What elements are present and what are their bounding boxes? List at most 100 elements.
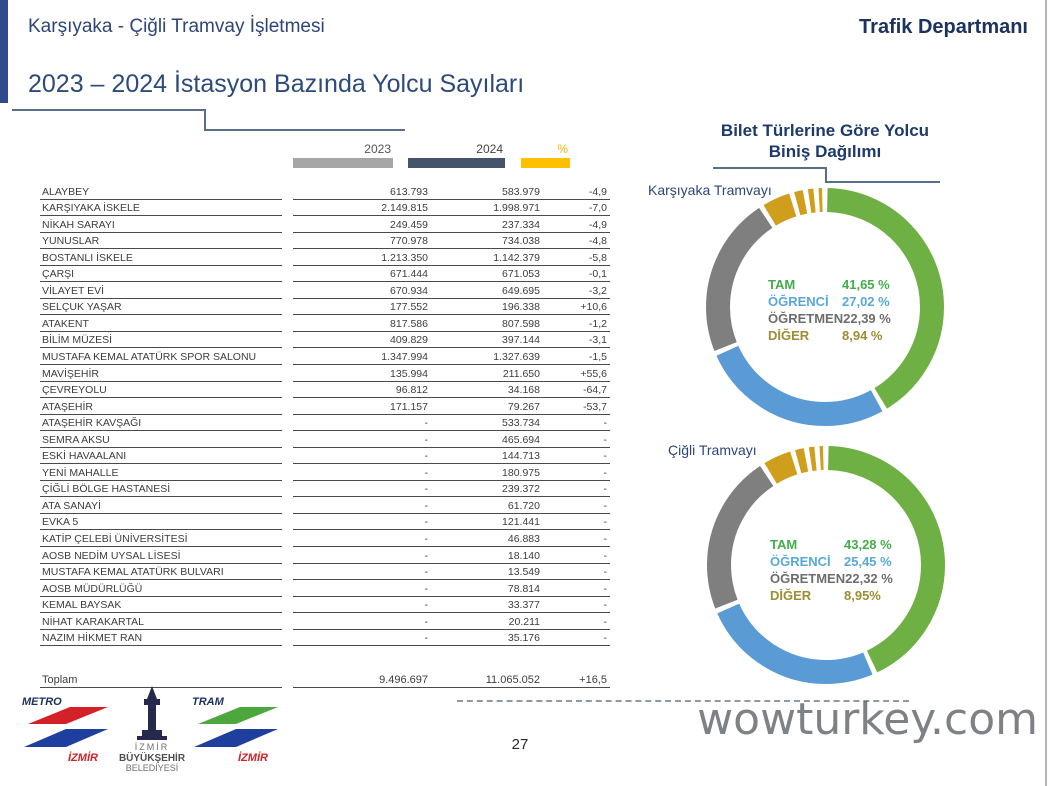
page-number: 27 <box>511 736 529 753</box>
total-pct: +16,5 <box>521 674 610 688</box>
legend-label: ÖĞRENCİ <box>770 554 831 569</box>
station-name: BİLİM MÜZESİ <box>40 334 282 349</box>
total-label: Toplam <box>40 674 282 688</box>
table-row: NAZIM HİKMET RAN -35.176- <box>40 630 610 647</box>
value-2024: 807.598 <box>408 318 545 332</box>
station-name: ATAŞEHİR <box>40 401 282 415</box>
station-name: SEMRA AKSU <box>40 434 282 448</box>
legend-row: DİĞER 8,94 % <box>768 327 891 344</box>
legend-row: ÖĞRETMEN 22,32 % <box>770 570 893 587</box>
donut-chart-cigli <box>707 446 945 684</box>
value-2023: - <box>293 599 433 614</box>
station-name: VİLAYET EVİ <box>40 285 282 299</box>
value-pct: - <box>521 632 610 647</box>
watermark: wowturkey.com <box>697 694 1038 745</box>
table-row: BOSTANLI İSKELE 1.213.350 1.142.379 -5,8 <box>40 249 610 266</box>
value-2023: 249.459 <box>293 219 433 233</box>
clock-tower-icon <box>137 686 167 740</box>
station-name: ESKİ HAVAALANI <box>40 450 282 465</box>
value-2024: 1.998.971 <box>408 202 545 217</box>
value-pct: -4,9 <box>521 186 610 200</box>
total-row: Toplam 9.496.697 11.065.052 +16,5 <box>40 666 610 688</box>
table-row: SELÇUK YAŞAR 177.552 196.338 +10,6 <box>40 299 610 316</box>
value-2024: 671.053 <box>408 268 545 283</box>
station-name: NAZIM HİKMET RAN <box>40 632 282 647</box>
value-2023: 770.978 <box>293 235 433 250</box>
station-name: ÇEVREYOLU <box>40 384 282 399</box>
value-pct: - <box>521 500 610 514</box>
col-bar-pct <box>521 158 570 168</box>
value-pct: -4,9 <box>521 219 610 233</box>
value-2024: 239.372 <box>408 483 545 498</box>
value-pct: -3,1 <box>521 334 610 349</box>
legend-label: TAM <box>768 277 796 292</box>
station-name: YUNUSLAR <box>40 235 282 250</box>
value-2023: 409.829 <box>293 334 433 349</box>
value-pct: -4,8 <box>521 235 610 250</box>
table-row: ALAYBEY 613.793 583.979 -4,9 <box>40 183 610 200</box>
station-name: KARŞIYAKA İSKELE <box>40 202 282 217</box>
table-row: YUNUSLAR 770.978 734.038 -4,8 <box>40 233 610 250</box>
value-2023: - <box>293 616 433 630</box>
table-row: KEMAL BAYSAK -33.377- <box>40 597 610 614</box>
table-row: YENİ MAHALLE -180.975- <box>40 464 610 481</box>
tram-logo-title: TRAM <box>192 696 225 708</box>
station-name: KEMAL BAYSAK <box>40 599 282 614</box>
legend-row: ÖĞRENCİ 27,02 % <box>768 293 891 310</box>
legend-label: ÖĞRETMEN <box>768 311 844 326</box>
municipality-line3: BELEDİYESİ <box>126 763 179 773</box>
value-2023: 671.444 <box>293 268 433 283</box>
legend-label: ÖĞRETMEN <box>770 571 846 586</box>
tram-logo-subtitle: İZMİR <box>238 751 268 764</box>
title-bracket-line <box>205 129 405 131</box>
value-2024: 465.694 <box>408 434 545 448</box>
value-pct: - <box>521 483 610 498</box>
metro-blue-arrow-icon <box>24 729 108 747</box>
station-name: EVKA 5 <box>40 516 282 531</box>
total-2023: 9.496.697 <box>293 674 433 688</box>
legend-value: 27,02 % <box>842 294 890 309</box>
donut2-legend: TAM 43,28 % ÖĞRENCİ 25,45 % ÖĞRETMEN 22,32 % D… <box>770 536 893 604</box>
donut-slice <box>706 188 944 426</box>
donut1-label: Karşıyaka Tramvayı <box>648 182 772 198</box>
station-name: SELÇUK YAŞAR <box>40 301 282 316</box>
station-name: AOSB MÜDÜRLÜĞÜ <box>40 583 282 597</box>
value-pct: -5,8 <box>521 252 610 266</box>
station-name: ÇARŞI <box>40 268 282 283</box>
page-title: 2023 – 2024 İstasyon Bazında Yolcu Sayıl… <box>28 70 525 98</box>
metro-red-arrow-icon <box>28 707 108 724</box>
legend-value: 8,94 % <box>842 328 883 343</box>
value-2024: 583.979 <box>408 186 545 200</box>
table-row: KATİP ÇELEBİ ÜNİVERSİTESİ -46.883- <box>40 530 610 548</box>
donut-slice <box>707 446 945 684</box>
value-2024: 33.377 <box>408 599 545 614</box>
operator-title: Karşıyaka - Çiğli Tramvay İşletmesi <box>28 16 325 37</box>
value-pct: - <box>521 616 610 630</box>
legend-row: TAM 43,28 % <box>770 536 893 553</box>
legend-row: ÖĞRETMEN 22,39 % <box>768 310 891 327</box>
legend-value: 43,28 % <box>844 537 892 552</box>
value-pct: - <box>521 434 610 448</box>
legend-label: DİĞER <box>768 328 810 343</box>
charts-bracket-line <box>713 167 825 169</box>
value-pct: -53,7 <box>521 401 610 415</box>
value-2024: 1.327.639 <box>408 351 545 366</box>
value-pct: -0,1 <box>521 268 610 283</box>
value-2023: 96.812 <box>293 384 433 399</box>
value-pct: -3,2 <box>521 285 610 299</box>
col-header-2024: 2024 <box>476 142 503 156</box>
value-pct: - <box>521 467 610 481</box>
value-2023: - <box>293 450 433 465</box>
metro-logo-title: METRO <box>22 696 62 708</box>
value-pct: - <box>521 566 610 581</box>
station-name: ALAYBEY <box>40 186 282 200</box>
value-pct: - <box>521 516 610 531</box>
right-edge-line <box>1045 0 1047 786</box>
table-row: ESKİ HAVAALANI -144.713- <box>40 448 610 465</box>
table-row: MUSTAFA KEMAL ATATÜRK BULVARI -13.549- <box>40 564 610 581</box>
value-2024: 18.140 <box>408 550 545 564</box>
value-pct: -64,7 <box>521 384 610 399</box>
metro-logo-subtitle: İZMİR <box>68 751 98 764</box>
value-2023: - <box>293 467 433 481</box>
